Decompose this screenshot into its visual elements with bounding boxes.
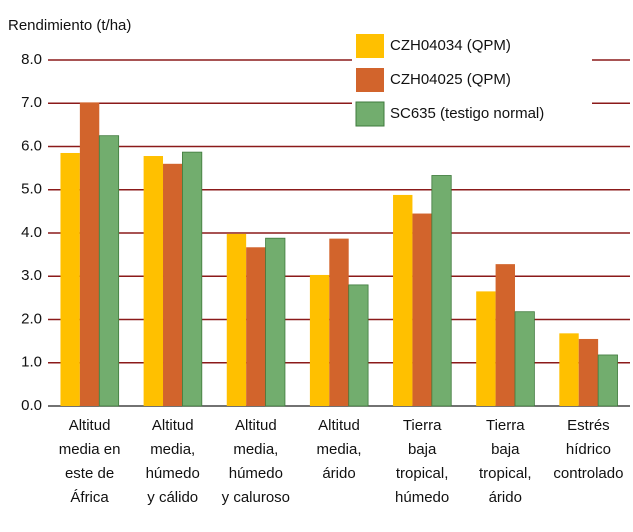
- x-tick-label: Altitud: [318, 417, 360, 434]
- x-tick-label: media en: [59, 441, 121, 458]
- bar: [163, 163, 183, 406]
- legend-background: [352, 26, 592, 138]
- bar: [60, 152, 80, 406]
- x-tick-label: húmedo: [395, 489, 449, 506]
- x-tick-label: árido: [489, 489, 522, 506]
- x-tick-label: baja: [408, 441, 437, 458]
- bar: [182, 151, 203, 407]
- y-axis-label: Rendimiento (t/ha): [8, 17, 131, 34]
- legend-swatch: [356, 34, 384, 58]
- x-tick-label: controlado: [553, 465, 623, 482]
- x-tick-label: árido: [322, 465, 355, 482]
- y-tick-label: 7.0: [21, 94, 42, 111]
- x-tick-label: África: [70, 489, 109, 506]
- x-tick-label: Altitud: [69, 417, 111, 434]
- bar: [476, 291, 496, 406]
- legend-label: CZH04025 (QPM): [390, 71, 511, 88]
- legend-label: SC635 (testigo normal): [390, 105, 544, 122]
- x-tick-label: Altitud: [152, 417, 194, 434]
- x-tick-label: y cálido: [147, 489, 198, 506]
- y-tick-label: 5.0: [21, 181, 42, 198]
- bar: [98, 135, 120, 407]
- x-tick-label: media,: [150, 441, 195, 458]
- bar: [265, 237, 286, 407]
- y-tick-label: 6.0: [21, 137, 42, 154]
- x-tick-label: Altitud: [235, 417, 277, 434]
- x-tick-label: este de: [65, 465, 114, 482]
- x-tick-label: tropical,: [396, 465, 449, 482]
- bar: [309, 274, 330, 406]
- x-tick-label: media,: [233, 441, 278, 458]
- x-tick-label: hídrico: [566, 441, 611, 458]
- legend-label: CZH04034 (QPM): [390, 37, 511, 54]
- x-tick-label: húmedo: [229, 465, 283, 482]
- x-tick-label: Tierra: [403, 417, 442, 434]
- y-tick-label: 4.0: [21, 224, 42, 241]
- bar: [246, 247, 266, 406]
- bar: [431, 175, 452, 407]
- y-tick-label: 0.0: [21, 397, 42, 414]
- bar: [597, 354, 618, 407]
- x-tick-label: húmedo: [146, 465, 200, 482]
- x-tick-label: media,: [316, 441, 361, 458]
- legend-swatch: [356, 68, 384, 92]
- bar: [578, 338, 599, 406]
- y-tick-label: 1.0: [21, 354, 42, 371]
- x-tick-label: tropical,: [479, 465, 532, 482]
- bar: [329, 238, 349, 406]
- bar: [495, 264, 515, 406]
- x-tick-label: y caluroso: [222, 489, 290, 506]
- bar: [559, 333, 579, 406]
- bar: [226, 233, 247, 406]
- x-tick-label: Tierra: [486, 417, 525, 434]
- x-tick-label: Estrés: [567, 417, 610, 434]
- bar: [514, 311, 535, 407]
- y-tick-label: 8.0: [21, 51, 42, 68]
- bar: [348, 284, 369, 407]
- legend-swatch: [355, 101, 385, 127]
- bar: [412, 213, 432, 406]
- x-tick-label: baja: [491, 441, 520, 458]
- bar: [143, 156, 164, 406]
- y-tick-label: 3.0: [21, 267, 42, 284]
- y-tick-label: 2.0: [21, 310, 42, 327]
- bar: [79, 102, 100, 406]
- bar: [393, 194, 413, 406]
